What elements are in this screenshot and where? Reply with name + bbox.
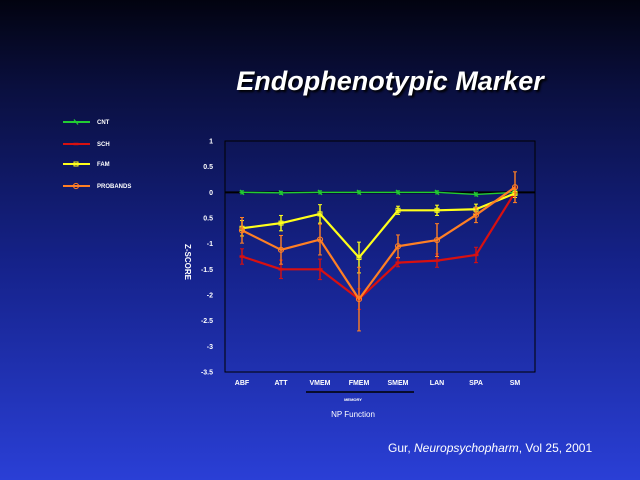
series-fam bbox=[239, 188, 518, 274]
x-axis: ABF ATT VMEM FMEM SMEM LAN SPA SM bbox=[235, 380, 521, 387]
data-point bbox=[434, 259, 440, 262]
data-point bbox=[278, 268, 284, 271]
legend-label: PROBANDS bbox=[97, 184, 131, 190]
citation-journal: Neuropsychopharm bbox=[414, 441, 519, 455]
data-point bbox=[395, 261, 401, 264]
plot-area bbox=[224, 140, 536, 373]
y-tick-label: 0 bbox=[209, 190, 213, 197]
citation-details: , Vol 25, 2001 bbox=[518, 441, 593, 455]
y-tick-label: -2.5 bbox=[201, 318, 213, 325]
y-tick-label: -2 bbox=[207, 293, 213, 300]
legend-entry-cnt: CNT bbox=[63, 119, 110, 126]
data-point bbox=[394, 243, 402, 250]
data-point bbox=[433, 236, 441, 244]
legend-label: FAM bbox=[97, 162, 110, 168]
data-point bbox=[434, 189, 440, 196]
x-tick-label: SMEM bbox=[388, 380, 409, 387]
data-point bbox=[317, 211, 323, 217]
x-tick-label: LAN bbox=[430, 380, 444, 387]
slide-title: Endophenotypic Marker bbox=[236, 66, 544, 96]
legend-marker bbox=[72, 182, 80, 190]
data-point bbox=[316, 236, 324, 243]
series-layer bbox=[238, 171, 519, 332]
y-tick-label: -1 bbox=[207, 241, 213, 248]
x-tick-label: SPA bbox=[469, 380, 483, 387]
data-point bbox=[355, 296, 363, 303]
legend-entry-probands: PROBANDS bbox=[63, 182, 131, 190]
series-line bbox=[241, 186, 516, 301]
data-point bbox=[356, 255, 362, 261]
x-axis-title: NP Function bbox=[331, 410, 375, 419]
data-point bbox=[472, 211, 480, 219]
legend-marker bbox=[73, 119, 79, 125]
citation-author: Gur, bbox=[388, 441, 415, 455]
x-tick-label: FMEM bbox=[349, 380, 370, 387]
data-point bbox=[434, 207, 440, 213]
y-tick-label: -3 bbox=[207, 344, 213, 351]
legend-entry-fam: FAM bbox=[63, 161, 110, 168]
legend-label: SCH bbox=[97, 142, 110, 148]
data-point bbox=[473, 253, 479, 257]
series-line bbox=[241, 191, 516, 301]
data-point bbox=[317, 268, 323, 271]
data-point bbox=[277, 246, 285, 253]
data-point bbox=[395, 189, 401, 196]
y-axis: 1 0.5 0 0.5 -1 -1.5 -2 -2.5 -3 -3.5 bbox=[201, 139, 213, 377]
y-tick-label: 0.5 bbox=[203, 216, 213, 223]
data-point bbox=[395, 207, 401, 213]
x-tick-label: SM bbox=[510, 380, 521, 387]
y-tick-label: 0.5 bbox=[203, 164, 213, 171]
y-tick-label: -1.5 bbox=[201, 267, 213, 274]
data-point bbox=[511, 184, 519, 191]
data-point bbox=[278, 220, 284, 226]
x-tick-label: VMEM bbox=[310, 380, 331, 387]
data-point bbox=[239, 255, 245, 258]
data-point bbox=[238, 227, 246, 234]
x-tick-label: ABF bbox=[235, 380, 250, 387]
series-line bbox=[241, 192, 516, 259]
legend-marker bbox=[73, 142, 79, 146]
data-point bbox=[356, 189, 362, 196]
legend-entry-sch: SCH bbox=[63, 142, 110, 148]
data-point bbox=[317, 189, 323, 196]
data-point bbox=[278, 189, 284, 196]
data-point bbox=[473, 191, 479, 198]
legend-marker bbox=[73, 161, 79, 167]
legend: CNT SCH FAM PROBANDS bbox=[63, 119, 131, 190]
y-tick-label: 1 bbox=[209, 139, 213, 146]
series-cnt bbox=[239, 189, 518, 198]
x-axis-sublabel: MEMORY bbox=[344, 397, 362, 402]
y-axis-label: Z-SCORE bbox=[183, 244, 192, 281]
y-tick-label: -3.5 bbox=[201, 370, 213, 377]
series-line bbox=[241, 191, 516, 196]
series-probands bbox=[238, 171, 519, 332]
citation: Gur, Neuropsychopharm, Vol 25, 2001 bbox=[388, 441, 592, 455]
x-tick-label: ATT bbox=[274, 380, 288, 387]
legend-label: CNT bbox=[97, 120, 110, 126]
data-point bbox=[239, 189, 245, 196]
